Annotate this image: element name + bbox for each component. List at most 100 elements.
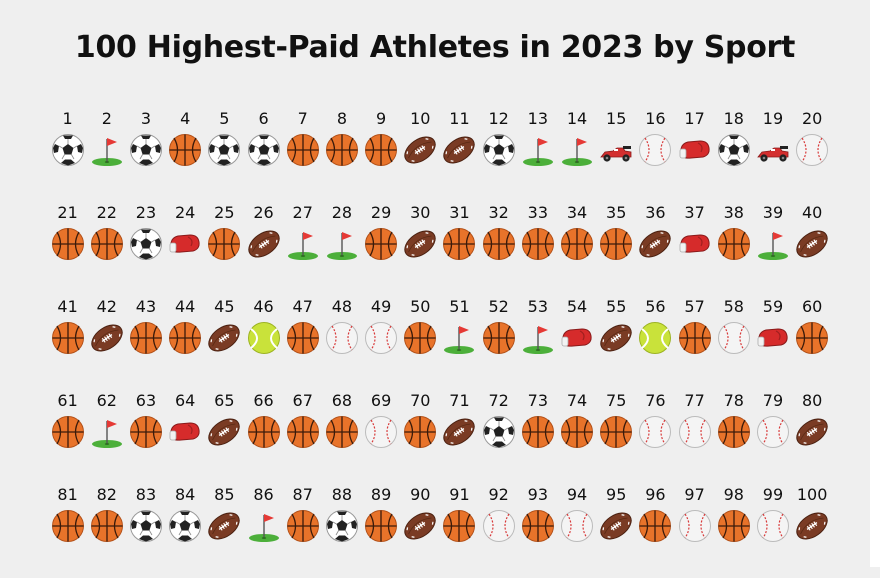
boxing-icon — [679, 140, 710, 159]
rank-label: 22 — [96, 203, 117, 222]
rank-label: 68 — [331, 391, 353, 410]
baseball-icon — [796, 134, 829, 166]
basketball-icon — [286, 322, 319, 354]
basketball-icon — [717, 416, 750, 448]
football-icon — [796, 512, 828, 540]
rank-label: 81 — [57, 485, 78, 504]
athlete-cell: 3 — [126, 108, 165, 202]
rank-label: 2 — [101, 109, 112, 128]
basketball-icon — [208, 228, 241, 260]
racing-icon — [600, 146, 632, 162]
rank-label: 33 — [527, 203, 549, 222]
rank-label: 89 — [370, 485, 392, 504]
rank-label: 95 — [606, 485, 627, 504]
athlete-cell: 20 — [793, 108, 832, 202]
basketball-icon — [90, 228, 123, 260]
racing-icon — [757, 146, 789, 162]
rank-label: 53 — [527, 297, 549, 316]
rank-label: 18 — [723, 109, 744, 128]
football-icon — [443, 136, 476, 164]
rank-label: 30 — [410, 203, 431, 222]
athlete-cell: 68 — [322, 390, 361, 484]
rank-label: 75 — [606, 391, 627, 410]
football-icon — [404, 512, 436, 540]
basketball-icon — [482, 228, 515, 260]
infographic: 100 Highest-Paid Athletes in 2023 by Spo… — [48, 30, 840, 542]
rank-label: 7 — [297, 109, 308, 128]
athlete-cell: 32 — [479, 202, 518, 296]
athlete-cell: 89 — [362, 484, 401, 578]
athlete-cell: 26 — [244, 202, 283, 296]
football-icon — [639, 230, 672, 258]
rank-label: 23 — [135, 203, 157, 222]
rank-label: 72 — [488, 391, 509, 410]
athlete-cell: 83 — [126, 484, 165, 578]
athlete-cell: 4 — [166, 108, 205, 202]
athlete-cell: 66 — [244, 390, 283, 484]
rank-label: 31 — [449, 203, 470, 222]
rank-label: 28 — [331, 203, 353, 222]
rank-label: 1 — [62, 109, 73, 128]
basketball-icon — [404, 416, 437, 448]
athlete-cell: 75 — [597, 390, 636, 484]
athlete-cell: 76 — [636, 390, 675, 484]
athlete-cell: 58 — [714, 296, 753, 390]
athlete-cell: 22 — [87, 202, 126, 296]
athlete-cell: 36 — [636, 202, 675, 296]
golf-icon — [522, 326, 553, 354]
baseball-icon — [756, 416, 789, 448]
basketball-icon — [129, 416, 162, 448]
rank-label: 24 — [174, 203, 196, 222]
athlete-cell: 97 — [675, 484, 714, 578]
golf-icon — [326, 232, 357, 260]
athlete-cell: 19 — [753, 108, 792, 202]
rank-label: 83 — [135, 485, 157, 504]
rank-label: 19 — [762, 109, 784, 128]
football-icon — [404, 230, 436, 258]
basketball-icon — [600, 416, 633, 448]
rank-label: 61 — [57, 391, 78, 410]
rank-label: 10 — [410, 109, 431, 128]
rank-label: 25 — [214, 203, 235, 222]
football-icon — [404, 136, 436, 164]
basketball-icon — [51, 416, 84, 448]
football-icon — [443, 418, 476, 446]
rank-label: 78 — [723, 391, 744, 410]
football-icon — [91, 324, 123, 352]
rank-label: 88 — [331, 485, 353, 504]
athlete-cell: 82 — [87, 484, 126, 578]
rank-label: 16 — [645, 109, 666, 128]
boxing-icon — [561, 328, 592, 347]
athlete-cell: 85 — [205, 484, 244, 578]
baseball-icon — [365, 416, 398, 448]
rank-label: 91 — [449, 485, 470, 504]
athlete-cell: 93 — [518, 484, 557, 578]
athlete-cell: 42 — [87, 296, 126, 390]
athlete-cell: 96 — [636, 484, 675, 578]
basketball-icon — [443, 510, 476, 542]
rank-label: 20 — [801, 109, 823, 128]
baseball-icon — [639, 134, 672, 166]
athlete-cell: 31 — [440, 202, 479, 296]
soccer-icon — [208, 134, 241, 166]
athlete-cell: 52 — [479, 296, 518, 390]
baseball-icon — [561, 510, 594, 542]
rank-label: 48 — [331, 297, 353, 316]
rank-label: 35 — [606, 203, 627, 222]
basketball-icon — [521, 416, 554, 448]
athlete-cell: 92 — [479, 484, 518, 578]
athlete-cell: 35 — [597, 202, 636, 296]
rank-label: 71 — [449, 391, 470, 410]
boxing-icon — [169, 422, 200, 441]
rank-label: 13 — [527, 109, 549, 128]
rank-label: 85 — [214, 485, 235, 504]
athlete-cell: 71 — [440, 390, 479, 484]
athlete-cell: 55 — [597, 296, 636, 390]
athlete-cell: 63 — [126, 390, 165, 484]
athlete-cell: 33 — [518, 202, 557, 296]
rank-label: 49 — [370, 297, 392, 316]
basketball-icon — [286, 510, 319, 542]
grid-row: 61 62 63 64 65 66 67 68 69 70 71 — [48, 390, 840, 484]
athlete-cell: 21 — [48, 202, 87, 296]
soccer-icon — [129, 134, 162, 166]
